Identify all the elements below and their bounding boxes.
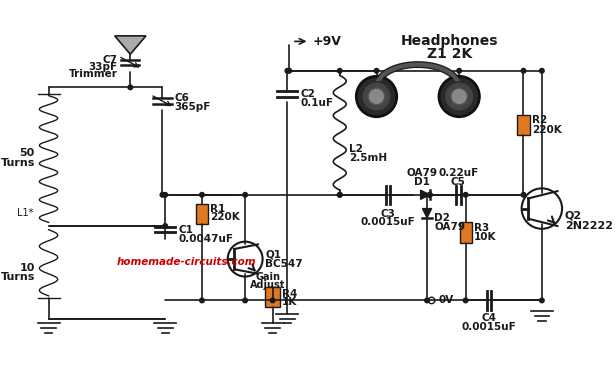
Text: OA79: OA79	[407, 168, 438, 178]
Text: 220K: 220K	[532, 125, 561, 135]
Text: R3: R3	[474, 223, 489, 233]
Circle shape	[287, 69, 292, 73]
Circle shape	[128, 85, 133, 90]
Circle shape	[439, 76, 479, 117]
Circle shape	[243, 298, 247, 303]
Text: 220K: 220K	[210, 212, 240, 222]
Circle shape	[463, 298, 468, 303]
Text: Headphones: Headphones	[401, 34, 499, 49]
Circle shape	[427, 192, 432, 197]
Circle shape	[521, 69, 526, 73]
Text: C1: C1	[178, 225, 193, 235]
Circle shape	[243, 192, 247, 197]
Text: R4: R4	[282, 289, 297, 299]
Text: 0.0015uF: 0.0015uF	[461, 323, 516, 333]
Circle shape	[457, 69, 461, 73]
Text: D2: D2	[434, 213, 450, 223]
Circle shape	[271, 298, 275, 303]
Text: 10K: 10K	[474, 232, 496, 242]
Circle shape	[356, 76, 397, 117]
Text: OA79: OA79	[434, 222, 466, 232]
Text: +9V: +9V	[312, 35, 341, 48]
Text: Turns: Turns	[1, 157, 35, 167]
Text: R2: R2	[532, 116, 547, 126]
Circle shape	[425, 298, 429, 303]
FancyBboxPatch shape	[460, 223, 472, 243]
Circle shape	[362, 82, 391, 111]
Text: Trimmer: Trimmer	[68, 69, 117, 79]
FancyBboxPatch shape	[517, 115, 530, 135]
Text: C5: C5	[451, 177, 466, 187]
Circle shape	[463, 192, 468, 197]
Text: 2N2222: 2N2222	[565, 221, 613, 231]
Text: Turns: Turns	[1, 273, 35, 283]
Circle shape	[445, 82, 474, 111]
Circle shape	[427, 192, 432, 197]
Circle shape	[285, 69, 290, 73]
FancyBboxPatch shape	[265, 287, 280, 307]
Text: 365pF: 365pF	[175, 102, 211, 112]
Text: 0.0015uF: 0.0015uF	[360, 217, 415, 227]
Text: 2.5mH: 2.5mH	[349, 153, 387, 163]
Polygon shape	[423, 209, 432, 218]
Text: Q1: Q1	[265, 249, 281, 259]
Circle shape	[539, 69, 544, 73]
Circle shape	[374, 69, 379, 73]
Text: C6: C6	[175, 93, 189, 103]
Circle shape	[160, 192, 165, 197]
Text: 33pF: 33pF	[89, 62, 117, 72]
FancyBboxPatch shape	[196, 204, 208, 224]
Circle shape	[368, 88, 385, 105]
Circle shape	[451, 88, 467, 105]
Text: D1: D1	[415, 177, 430, 187]
Text: Z1 2K: Z1 2K	[427, 47, 472, 61]
Text: C4: C4	[481, 313, 496, 323]
Circle shape	[200, 298, 204, 303]
Text: L1*: L1*	[17, 208, 34, 218]
Text: L2: L2	[349, 144, 363, 154]
Circle shape	[338, 192, 342, 197]
Text: C7: C7	[103, 55, 117, 65]
Text: 0.22uF: 0.22uF	[438, 168, 478, 178]
Text: R1: R1	[210, 204, 226, 214]
Text: C2: C2	[300, 89, 315, 99]
Circle shape	[338, 69, 342, 73]
Text: 0.0047uF: 0.0047uF	[178, 234, 233, 244]
Text: 10: 10	[20, 263, 35, 273]
Text: 1K: 1K	[282, 297, 297, 307]
Circle shape	[200, 192, 204, 197]
Text: Q2: Q2	[565, 211, 582, 221]
Text: Adjust: Adjust	[250, 280, 286, 290]
Text: C3: C3	[380, 209, 395, 219]
Text: BC547: BC547	[265, 259, 303, 269]
Polygon shape	[421, 190, 430, 199]
Circle shape	[163, 224, 167, 228]
Text: 0.1uF: 0.1uF	[300, 98, 333, 108]
Circle shape	[163, 192, 167, 197]
Circle shape	[338, 192, 342, 197]
Text: 50: 50	[20, 149, 35, 159]
Text: homemade-circuits.com: homemade-circuits.com	[116, 257, 256, 267]
Text: Gain: Gain	[256, 273, 280, 283]
Text: 0V: 0V	[438, 295, 453, 305]
Polygon shape	[114, 36, 146, 54]
Circle shape	[539, 298, 544, 303]
Circle shape	[521, 192, 526, 197]
